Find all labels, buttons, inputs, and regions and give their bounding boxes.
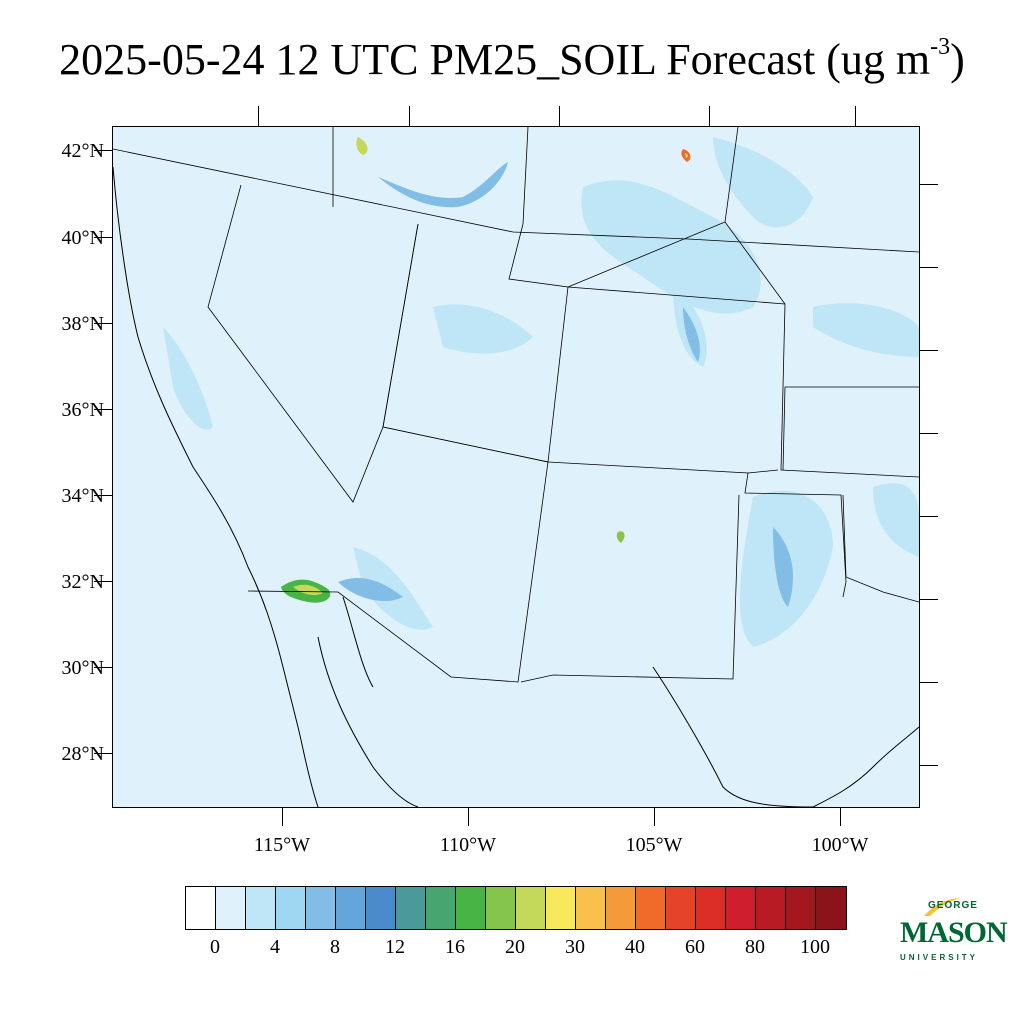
lat-label-42: 42°N (61, 140, 104, 162)
colorbar-label: 12 (385, 936, 405, 958)
logo-line1: GEORGE (928, 900, 978, 911)
lat-tick (94, 495, 112, 496)
colorbar-cell (636, 887, 666, 929)
top-tick (409, 106, 410, 126)
colorbar-label: 0 (210, 936, 220, 958)
colorbar-cell (366, 887, 396, 929)
lon-tick (468, 808, 469, 826)
concentration-field (163, 137, 919, 647)
lat-tick (94, 753, 112, 754)
colorbar-cell (726, 887, 756, 929)
right-tick (920, 516, 938, 517)
lon-label-100: 100°W (811, 834, 869, 856)
right-tick (920, 599, 938, 600)
colorbar-cell (546, 887, 576, 929)
colorbar-label: 8 (330, 936, 340, 958)
lat-label-32: 32°N (61, 571, 104, 593)
chart-title: 2025-05-24 12 UTC PM25_SOIL Forecast (ug… (0, 28, 1024, 92)
right-tick (920, 433, 938, 434)
colorbar-cell (396, 887, 426, 929)
colorbar-label: 16 (445, 936, 465, 958)
lat-label-40: 40°N (61, 227, 104, 249)
colorbar-cell (666, 887, 696, 929)
right-tick (920, 682, 938, 683)
colorbar-cell (516, 887, 546, 929)
colorbar-cell (276, 887, 306, 929)
colorbar-cell (816, 887, 846, 929)
swoosh-icon (924, 898, 960, 916)
forecast-map (112, 126, 920, 808)
lat-label-36: 36°N (61, 399, 104, 421)
concentration-field-mid (338, 162, 793, 607)
lat-label-38: 38°N (61, 313, 104, 335)
colorbar-label: 80 (745, 936, 765, 958)
lat-tick (94, 323, 112, 324)
hotspot-north (356, 137, 691, 543)
top-tick (709, 106, 710, 126)
lat-tick (94, 409, 112, 410)
lon-tick (654, 808, 655, 826)
colorbar-label: 100 (800, 936, 830, 958)
colorbar-cell (456, 887, 486, 929)
colorbar-label: 60 (685, 936, 705, 958)
top-tick (559, 106, 560, 126)
colorbar-label: 40 (625, 936, 645, 958)
lat-label-28: 28°N (61, 743, 104, 765)
lat-tick (94, 150, 112, 151)
colorbar-cell (486, 887, 516, 929)
coastline (113, 166, 919, 807)
lat-label-30: 30°N (61, 657, 104, 679)
top-tick (258, 106, 259, 126)
colorbar (185, 886, 847, 930)
lon-label-115: 115°W (253, 834, 311, 856)
colorbar-label: 20 (505, 936, 525, 958)
colorbar-cell (216, 887, 246, 929)
logo-line3: UNIVERSITY (900, 953, 979, 962)
lat-tick (94, 667, 112, 668)
top-tick (855, 106, 856, 126)
colorbar-cell (336, 887, 366, 929)
lat-tick (94, 237, 112, 238)
right-tick (920, 184, 938, 185)
colorbar-cell (246, 887, 276, 929)
lon-label-105: 105°W (625, 834, 683, 856)
gmu-logo: GEORGE MASON UNIVERSITY (898, 896, 1008, 970)
colorbar-cell (786, 887, 816, 929)
lat-label-34: 34°N (61, 485, 104, 507)
title-superscript: -3 (930, 34, 951, 60)
map-canvas (113, 127, 919, 807)
state-borders (113, 127, 919, 683)
right-tick (920, 350, 938, 351)
colorbar-label: 4 (270, 936, 280, 958)
colorbar-cell (186, 887, 216, 929)
colorbar-cell (606, 887, 636, 929)
lon-tick (840, 808, 841, 826)
right-tick (920, 765, 938, 766)
lon-label-110: 110°W (439, 834, 497, 856)
colorbar-cell (306, 887, 336, 929)
colorbar-cell (696, 887, 726, 929)
title-close: ) (950, 35, 965, 84)
colorbar-cell (426, 887, 456, 929)
hotspot-arizona (281, 579, 331, 603)
right-tick (920, 267, 938, 268)
lon-tick (282, 808, 283, 826)
colorbar-label: 30 (565, 936, 585, 958)
lat-tick (94, 581, 112, 582)
title-text: 2025-05-24 12 UTC PM25_SOIL Forecast (ug… (59, 35, 931, 84)
colorbar-cell (756, 887, 786, 929)
logo-line2: MASON (900, 916, 1008, 949)
colorbar-cell (576, 887, 606, 929)
